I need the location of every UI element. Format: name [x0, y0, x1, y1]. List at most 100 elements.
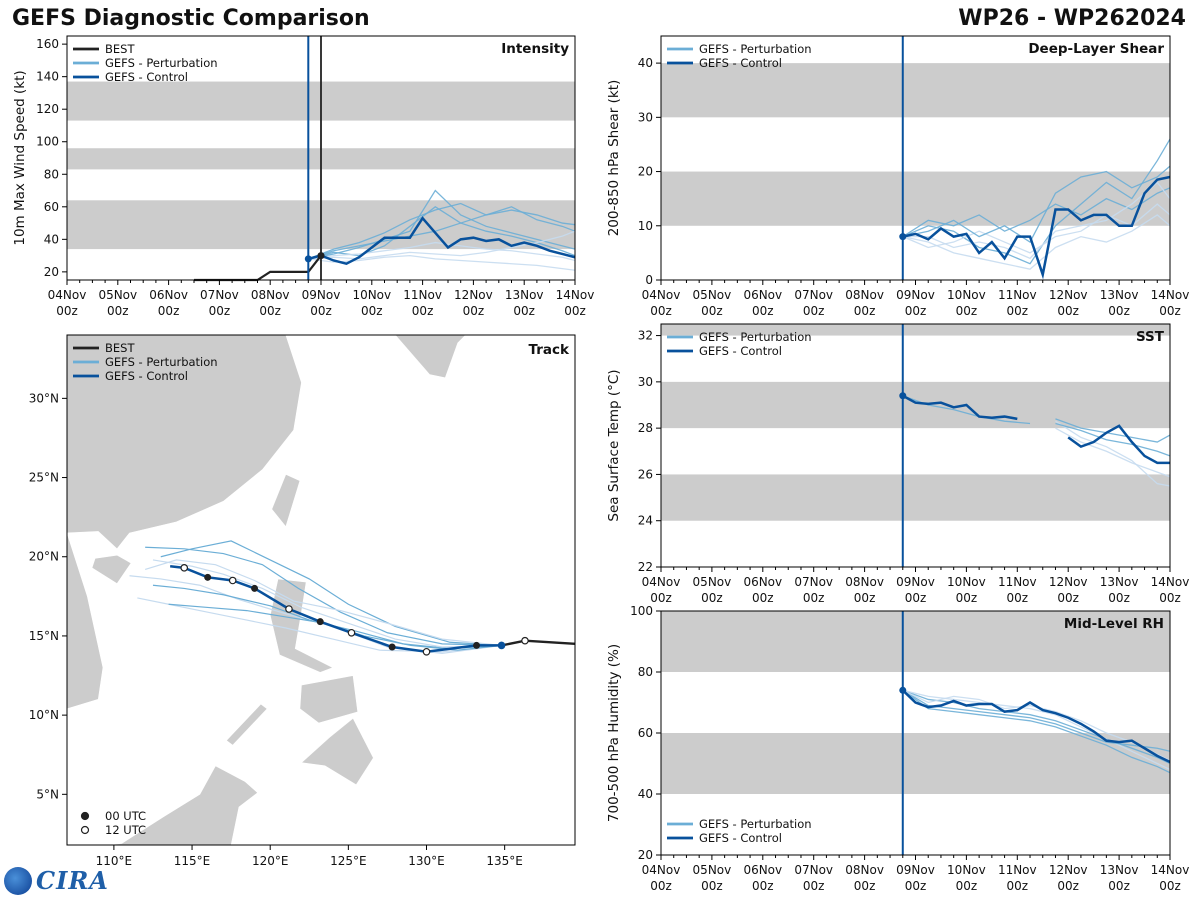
intensity-init-marker [304, 255, 312, 263]
sst-xtick-label: 11Nov [998, 575, 1037, 589]
sst-xtick-hour: 00z [1108, 591, 1130, 605]
intensity-xtick-hour: 00z [513, 304, 535, 318]
shear-xtick-label: 08Nov [845, 288, 884, 302]
track-marker-12utc [422, 647, 431, 656]
shear-xtick-label: 06Nov [743, 288, 782, 302]
sst-xtick-label: 07Nov [794, 575, 833, 589]
sst-perturbation-line [1055, 422, 1171, 457]
shear-ytick-label: 40 [638, 56, 653, 70]
sst-xtick-label: 05Nov [693, 575, 732, 589]
intensity-legend-label: GEFS - Perturbation [105, 56, 218, 70]
rh-xtick-hour: 00z [650, 879, 672, 893]
rh-xtick-label: 07Nov [794, 863, 833, 877]
rh-xtick-hour: 00z [752, 879, 774, 893]
track-xtick-label: 135°E [486, 854, 523, 868]
track-marker-00utc [251, 584, 259, 592]
track-xtick-label: 125°E [330, 854, 367, 868]
rh-ytick-label: 80 [638, 665, 653, 679]
shear-xtick-hour: 00z [803, 304, 825, 318]
land-korea [366, 335, 404, 336]
rh-control-line [901, 689, 1171, 764]
sst-xtick-label: 13Nov [1100, 575, 1139, 589]
track-marker-12utc [347, 628, 356, 637]
sst-xtick-label: 14Nov [1151, 575, 1190, 589]
shear-perturbation-line [902, 181, 1171, 260]
sst-xtick-label: 10Nov [947, 575, 986, 589]
track-ytick-label: 15°N [29, 629, 59, 643]
rh-xtick-label: 09Nov [896, 863, 935, 877]
shear-ytick-label: 10 [638, 219, 653, 233]
shear-xtick-label: 10Nov [947, 288, 986, 302]
sst-xtick-label: 06Nov [743, 575, 782, 589]
track-ytick-label: 20°N [29, 550, 59, 564]
shear-xtick-hour: 00z [650, 304, 672, 318]
intensity-xtick-label: 14Nov [556, 288, 595, 302]
shear-xtick-hour: 00z [854, 304, 876, 318]
land-taiwan [271, 473, 301, 528]
rh-band [661, 733, 1170, 794]
intensity-panel: 20 40 60 80 100 120 140 160 04Nov 00z 05Nov 00z 06No… [12, 35, 595, 318]
shear-xtick-label: 07Nov [794, 288, 833, 302]
track-perturbation-line [152, 559, 502, 648]
land-china [67, 335, 302, 550]
rh-perturbation-line [902, 689, 1171, 752]
land-japan-ryukyu [394, 335, 467, 379]
sst-control-line [1067, 424, 1170, 465]
sst-ytick-label: 32 [638, 329, 653, 343]
rh-xtick-hour: 00z [1007, 879, 1029, 893]
intensity-xtick-label: 08Nov [251, 288, 290, 302]
track-best-line [501, 639, 575, 647]
sst-title: SST [1136, 329, 1165, 345]
sst-xtick-label: 08Nov [845, 575, 884, 589]
sst-control-line [902, 394, 1018, 421]
rh-xtick-label: 04Nov [642, 863, 681, 877]
sst-perturbation-line [1055, 427, 1171, 478]
shear-panel: 0 10 20 30 40 04Nov 00z 05Nov 00z 06Nov 00z 07Nov 00… [606, 35, 1189, 318]
sst-xtick-hour: 00z [701, 591, 723, 605]
cira-logo: CIRA [4, 866, 109, 895]
rh-xtick-label: 14Nov [1151, 863, 1190, 877]
land-luzon [269, 578, 334, 673]
shear-band [661, 171, 1170, 226]
shear-control-line [902, 175, 1171, 280]
rh-legend-label: GEFS - Perturbation [699, 817, 812, 831]
track-perturbation-line [152, 584, 502, 650]
sst-band [661, 474, 1170, 521]
sst-ytick-label: 24 [638, 514, 653, 528]
rh-xtick-hour: 00z [854, 879, 876, 893]
sst-xtick-hour: 00z [905, 591, 927, 605]
track-map [67, 335, 575, 845]
intensity-ytick-label: 80 [44, 167, 59, 181]
track-frame [66, 334, 576, 846]
intensity-xtick-label: 13Nov [505, 288, 544, 302]
intensity-ytick-label: 60 [44, 200, 59, 214]
intensity-xtick-label: 06Nov [149, 288, 188, 302]
logo-text: CIRA [36, 866, 109, 895]
sst-panel: 22 24 26 28 30 32 04Nov 00z 05Nov 00z 06Nov 00z 07No… [606, 323, 1190, 605]
rh-xtick-label: 12Nov [1049, 863, 1088, 877]
shear-perturbation-line [902, 187, 1171, 238]
shear-ylabel: 200-850 hPa Shear (kt) [606, 80, 622, 237]
rh-ylabel: 700-500 hPa Humidity (%) [606, 644, 622, 822]
land-hainan [91, 554, 132, 585]
page-title: GEFS Diagnostic Comparison [12, 6, 370, 31]
rh-xtick-label: 08Nov [845, 863, 884, 877]
intensity-title: Intensity [501, 41, 569, 57]
intensity-xtick-hour: 00z [259, 304, 281, 318]
sst-xtick-hour: 00z [854, 591, 876, 605]
intensity-control-line [307, 216, 576, 266]
shear-perturbation-line [902, 165, 1171, 243]
intensity-xtick-hour: 00z [361, 304, 383, 318]
track-legend-label: GEFS - Control [105, 369, 188, 383]
intensity-xtick-hour: 00z [412, 304, 434, 318]
track-title: Track [529, 342, 570, 358]
track-xtick-label: 110°E [96, 854, 133, 868]
sst-xtick-hour: 00z [752, 591, 774, 605]
track-marker-legend-swatch [80, 811, 90, 821]
rh-xtick-hour: 00z [1108, 879, 1130, 893]
intensity-xtick-label: 11Nov [403, 288, 442, 302]
track-panel: 110°E 115°E 120°E 125°E 130°E 135°E 5°N 10°N 15°… [29, 334, 576, 868]
shear-xtick-hour: 00z [1057, 304, 1079, 318]
track-marker-00utc [316, 618, 324, 626]
intensity-ytick-label: 20 [44, 265, 59, 279]
